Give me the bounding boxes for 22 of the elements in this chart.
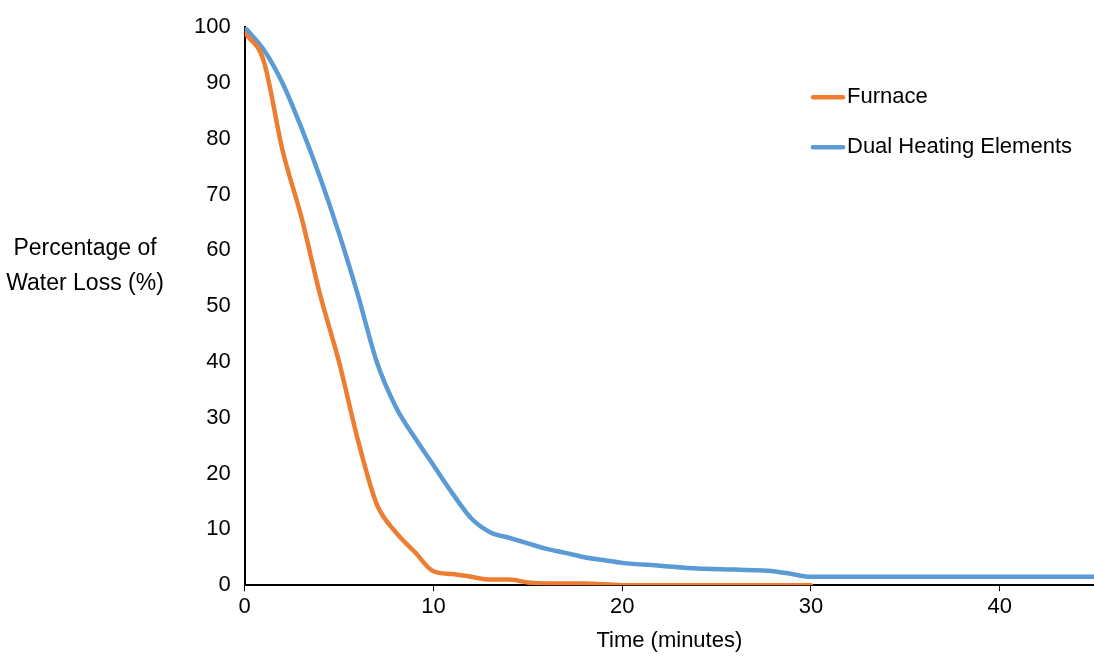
y-tick-label: 90 [206, 69, 231, 95]
y-tick-label: 20 [206, 459, 231, 485]
y-tick-label: 100 [193, 13, 231, 39]
y-tick-label: 80 [206, 124, 231, 150]
x-tick-label: 40 [987, 593, 1012, 619]
line-series [244, 27, 1094, 580]
y-tick-label: 0 [218, 571, 231, 597]
y-axis-title: Percentage of Water Loss (%) [5, 233, 165, 297]
y-tick-label: 60 [206, 236, 231, 262]
y-tick-label: 70 [206, 180, 231, 206]
y-tick-label: 40 [206, 348, 231, 374]
line-series [244, 30, 814, 586]
y-tick-label: 50 [206, 292, 231, 318]
x-tick-label: 30 [798, 593, 824, 619]
y-tick-label: 10 [206, 515, 231, 541]
y-tick-label: 30 [206, 403, 231, 429]
x-tick-label: 20 [609, 593, 635, 619]
x-axis-title: Time (minutes) [596, 626, 743, 652]
legend-label: Furnace [846, 83, 928, 109]
legend-label: Dual Heating Elements [846, 133, 1073, 159]
x-tick-label: 10 [421, 593, 446, 619]
x-tick-label: 0 [238, 593, 251, 619]
